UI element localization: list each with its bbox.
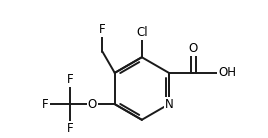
Text: O: O: [88, 98, 97, 111]
Text: F: F: [67, 73, 73, 86]
Text: O: O: [189, 42, 198, 55]
Text: F: F: [99, 23, 106, 36]
Text: F: F: [67, 122, 73, 135]
Text: OH: OH: [218, 66, 236, 79]
Text: Cl: Cl: [136, 26, 148, 39]
Text: N: N: [165, 98, 173, 111]
Text: F: F: [42, 98, 49, 111]
